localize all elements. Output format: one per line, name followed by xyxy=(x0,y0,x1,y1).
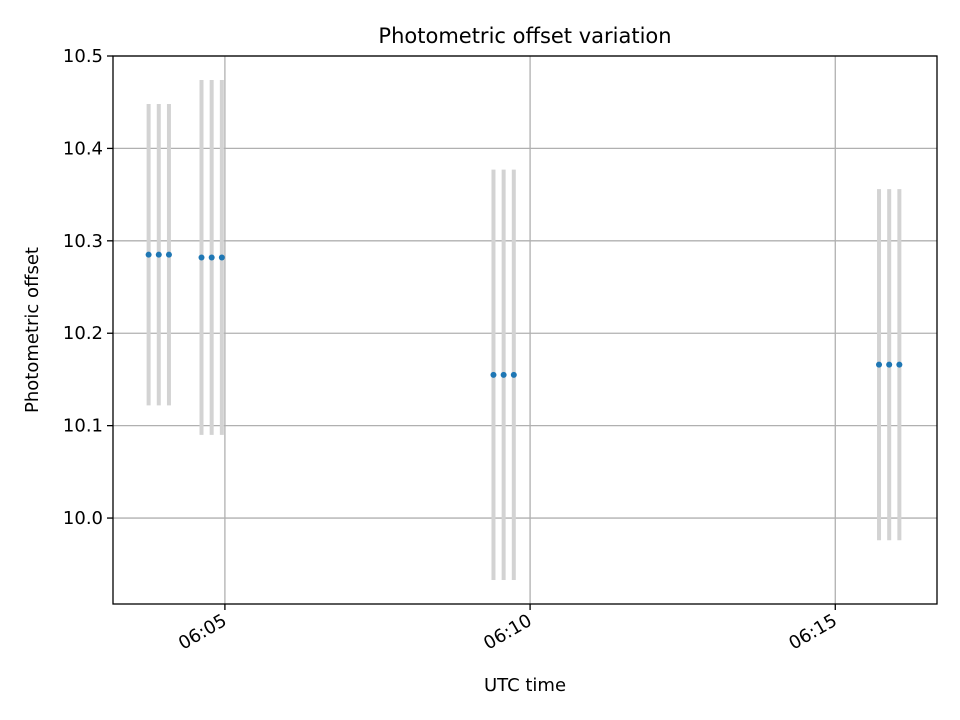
data-point xyxy=(500,371,507,378)
chart-title: Photometric offset variation xyxy=(378,24,671,48)
data-point xyxy=(155,251,162,258)
x-axis-label: UTC time xyxy=(484,675,566,696)
data-point xyxy=(896,361,903,368)
error-bars xyxy=(146,80,902,580)
y-axis-label: Photometric offset xyxy=(22,247,43,413)
data-point xyxy=(145,251,152,258)
data-point xyxy=(876,361,883,368)
y-tick-label: 10.2 xyxy=(63,323,103,344)
y-tick-label: 10.3 xyxy=(63,231,103,252)
x-tick-label: 06:10 xyxy=(480,610,535,654)
y-tick-label: 10.1 xyxy=(63,416,103,437)
plot-frame xyxy=(112,55,938,605)
y-tick-label: 10.4 xyxy=(63,138,103,159)
x-tick-label: 06:15 xyxy=(785,610,840,654)
data-points xyxy=(145,251,903,378)
x-tick-label: 06:05 xyxy=(175,610,230,654)
data-point xyxy=(218,254,225,261)
y-tick-label: 10.5 xyxy=(63,46,103,67)
axis-ticks: 06:05 06:10 06:15 10.0 10.1 10.2 10.3 10.4 10.5 xyxy=(63,46,841,654)
data-point xyxy=(510,371,517,378)
data-point xyxy=(165,251,172,258)
data-point xyxy=(198,254,205,261)
data-point xyxy=(208,254,215,261)
data-point xyxy=(490,371,497,378)
data-point xyxy=(886,361,893,368)
y-tick-label: 10.0 xyxy=(63,508,103,529)
grid xyxy=(113,55,937,604)
